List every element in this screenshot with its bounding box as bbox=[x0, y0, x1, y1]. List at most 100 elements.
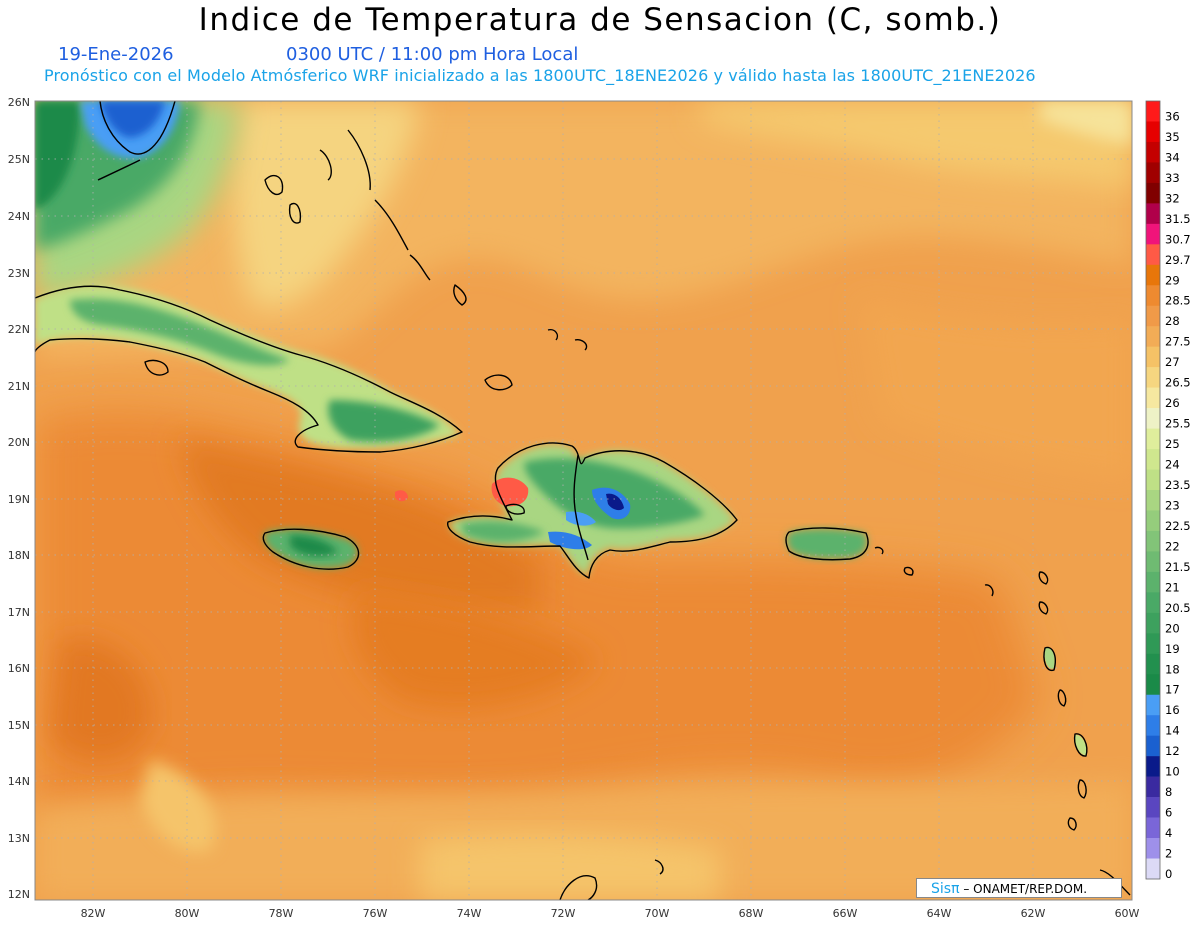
colorbar-label: 0 bbox=[1165, 867, 1172, 881]
colorbar-swatch bbox=[1146, 756, 1160, 777]
turks-2 bbox=[574, 338, 588, 351]
map-frame bbox=[34, 100, 1133, 901]
lon-label: 82W bbox=[81, 907, 106, 920]
colorbar-label: 19 bbox=[1165, 642, 1180, 656]
colorbar-swatch bbox=[1146, 203, 1160, 225]
antilles-2 bbox=[984, 584, 994, 597]
bahamas-4 bbox=[347, 129, 371, 191]
colorbar-label: 20 bbox=[1165, 621, 1180, 635]
colorbar-swatch bbox=[1146, 838, 1160, 859]
lat-label: 20N bbox=[8, 436, 30, 449]
colorbar-swatch bbox=[1146, 571, 1160, 593]
lon-label: 70W bbox=[645, 907, 670, 920]
guadeloupe bbox=[1043, 646, 1056, 672]
lon-label: 74W bbox=[457, 907, 482, 920]
colorbar-label: 4 bbox=[1165, 826, 1172, 840]
colorbar-swatch bbox=[1146, 469, 1160, 491]
colorbar-frame bbox=[1145, 100, 1161, 880]
turks-1 bbox=[547, 328, 559, 341]
colorbar-swatch bbox=[1146, 449, 1160, 470]
lat-label: 22N bbox=[8, 323, 30, 336]
colorbar-swatch bbox=[1146, 244, 1160, 266]
lon-label: 68W bbox=[739, 907, 764, 920]
map-title: Indice de Temperatura de Sensacion (C, s… bbox=[198, 2, 1002, 38]
colorbar-swatch bbox=[1146, 797, 1160, 818]
colorbar-swatch bbox=[1146, 428, 1160, 450]
lon-label: 72W bbox=[551, 907, 576, 920]
model-subtitle: Pronóstico con el Modelo Atmósferico WRF… bbox=[44, 66, 1036, 85]
colorbar-label: 28 bbox=[1165, 314, 1180, 328]
forecast-time: 0300 UTC / 11:00 pm Hora Local bbox=[286, 44, 579, 65]
dominica-martinique bbox=[1057, 689, 1067, 707]
colorbar-label: 27 bbox=[1165, 355, 1180, 369]
bahamas-3 bbox=[319, 149, 332, 181]
lat-label: 18N bbox=[8, 549, 30, 562]
colorbar-label: 14 bbox=[1165, 724, 1180, 738]
lat-label: 17N bbox=[8, 606, 30, 619]
lon-label: 76W bbox=[363, 907, 388, 920]
florida-coast bbox=[99, 101, 176, 155]
venezuela-coast bbox=[559, 875, 598, 900]
colorbar-swatch bbox=[1146, 490, 1160, 511]
temperature-field bbox=[35, 101, 1132, 900]
colorbar-swatch bbox=[1146, 387, 1160, 409]
colorbar-swatch bbox=[1146, 285, 1160, 307]
bahamas-2 bbox=[288, 202, 302, 224]
colorbar-label: 34 bbox=[1165, 150, 1180, 164]
colorbar-label: 33 bbox=[1165, 171, 1180, 185]
lon-label: 80W bbox=[175, 907, 200, 920]
lat-label: 15N bbox=[8, 719, 30, 732]
colorbar-swatch bbox=[1146, 141, 1160, 163]
forecast-date: 19-Ene-2026 bbox=[58, 44, 174, 65]
credit-box: Sisπ – ONAMET/REP.DOM. bbox=[916, 878, 1122, 898]
lon-label: 64W bbox=[927, 907, 952, 920]
cuba-coast bbox=[35, 285, 463, 453]
isla-juventud bbox=[144, 359, 169, 376]
colorbar-swatch bbox=[1146, 612, 1160, 634]
colorbar-label: 27.5 bbox=[1165, 335, 1191, 349]
lon-label: 78W bbox=[269, 907, 294, 920]
colorbar-label: 18 bbox=[1165, 662, 1180, 676]
colorbar-label: 21 bbox=[1165, 580, 1180, 594]
colorbar-label: 29 bbox=[1165, 273, 1180, 287]
colorbar-label: 26 bbox=[1165, 396, 1180, 410]
lon-label: 62W bbox=[1021, 907, 1046, 920]
colorbar-swatch bbox=[1146, 715, 1160, 736]
bahamas-7 bbox=[453, 284, 467, 306]
colorbar-swatch bbox=[1146, 592, 1160, 614]
colorbar-label: 35 bbox=[1165, 130, 1180, 144]
colorbar-swatch bbox=[1146, 735, 1160, 757]
colorbar-label: 31.5 bbox=[1165, 212, 1191, 226]
st-vincent bbox=[1077, 779, 1087, 799]
colorbar-label: 36 bbox=[1165, 109, 1180, 123]
bahamas-8 bbox=[484, 374, 513, 391]
lon-label: 60W bbox=[1115, 907, 1140, 920]
lat-label: 12N bbox=[8, 888, 30, 901]
colorbar-label: 2 bbox=[1165, 847, 1172, 861]
colorbar-swatch bbox=[1146, 101, 1160, 122]
colorbar-swatch bbox=[1146, 633, 1160, 655]
antilles-1 bbox=[903, 566, 914, 576]
colorbar-swatch bbox=[1146, 858, 1160, 880]
colorbar-swatch bbox=[1146, 510, 1160, 532]
sispi-logo: Sisπ bbox=[931, 881, 960, 897]
colorbar-swatch bbox=[1146, 223, 1160, 245]
colorbar-label: 22.5 bbox=[1165, 519, 1191, 533]
virgin-islands bbox=[874, 546, 884, 555]
colorbar-label: 17 bbox=[1165, 683, 1180, 697]
hispaniola-coast bbox=[447, 442, 738, 579]
jamaica-coast bbox=[262, 528, 360, 570]
colorbar-swatch bbox=[1146, 182, 1160, 204]
colorbar-swatch bbox=[1146, 776, 1160, 798]
lat-label: 21N bbox=[8, 380, 30, 393]
colorbar-label: 29.7 bbox=[1165, 253, 1191, 267]
colorbar-label: 20.5 bbox=[1165, 601, 1191, 615]
lat-label: 26N bbox=[8, 96, 30, 109]
puerto-rico-coast bbox=[785, 527, 869, 561]
latitude-axis: 26N 25N 24N 23N 22N 21N 20N 19N 18N 17N … bbox=[8, 96, 30, 901]
colorbar-swatch bbox=[1146, 305, 1160, 327]
colorbar-label: 8 bbox=[1165, 785, 1172, 799]
grenada bbox=[1067, 817, 1077, 831]
colorbar-label: 10 bbox=[1165, 765, 1180, 779]
